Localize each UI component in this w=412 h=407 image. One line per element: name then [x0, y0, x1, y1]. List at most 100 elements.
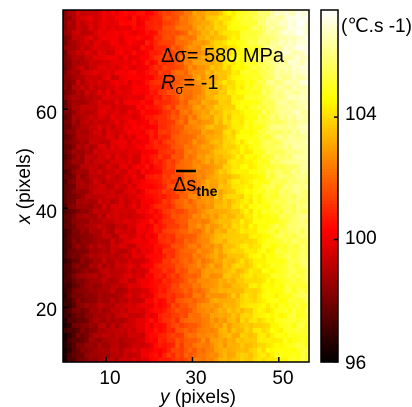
heatmap-cell — [287, 104, 293, 110]
heatmap-cell — [106, 312, 112, 318]
heatmap-cell — [296, 282, 301, 289]
heatmap-cell — [239, 282, 245, 289]
heatmap-cell — [205, 282, 211, 289]
heatmap-cell — [110, 163, 116, 170]
heatmap-cell — [261, 317, 267, 323]
heatmap-cell — [140, 252, 146, 259]
heatmap-cell — [227, 332, 232, 338]
heatmap-cell — [196, 79, 202, 85]
heatmap-cell — [296, 267, 301, 274]
heatmap-cell — [235, 247, 241, 254]
heatmap-cell — [93, 188, 99, 195]
heatmap-cell — [136, 297, 142, 304]
heatmap-cell — [93, 312, 99, 318]
heatmap-cell — [296, 153, 301, 160]
heatmap-cell — [252, 322, 258, 328]
heatmap-cell — [201, 203, 207, 209]
heatmap-cell — [214, 10, 219, 16]
colorbar-step — [321, 194, 338, 199]
heatmap-cell — [88, 114, 94, 120]
heatmap-cell — [252, 257, 258, 264]
heatmap-cell — [179, 352, 185, 358]
heatmap-cell — [179, 34, 185, 41]
colorbar-step — [321, 247, 338, 252]
heatmap-cell — [278, 168, 284, 175]
heatmap-cell — [106, 74, 112, 81]
heatmap-cell — [153, 148, 159, 155]
heatmap-cell — [188, 114, 194, 120]
heatmap-cell — [227, 94, 232, 100]
heatmap-cell — [274, 10, 280, 16]
heatmap-cell — [235, 178, 241, 185]
heatmap-cell — [179, 14, 185, 21]
heatmap-cell — [136, 59, 142, 66]
heatmap-cell — [84, 357, 90, 363]
heatmap-cell — [179, 49, 185, 56]
heatmap-cell — [119, 19, 125, 26]
heatmap-cell — [205, 44, 211, 51]
heatmap-cell — [291, 34, 297, 41]
heatmap-cell — [304, 163, 310, 170]
heatmap-cell — [101, 262, 107, 269]
heatmap-cell — [166, 59, 172, 66]
heatmap-cell — [170, 59, 176, 66]
heatmap-cell — [162, 74, 168, 81]
heatmap-cell — [123, 188, 129, 195]
heatmap-cell — [80, 223, 86, 229]
heatmap-cell — [304, 69, 310, 76]
heatmap-cell — [196, 342, 202, 348]
heatmap-cell — [227, 208, 232, 214]
heatmap-cell — [175, 243, 181, 249]
heatmap-cell — [227, 54, 232, 61]
heatmap-cell — [162, 24, 168, 31]
heatmap-cell — [97, 173, 103, 180]
heatmap-cell — [231, 238, 237, 244]
heatmap-cell — [175, 158, 181, 165]
heatmap-cell — [97, 357, 103, 363]
heatmap-cell — [248, 352, 254, 358]
heatmap-cell — [179, 109, 185, 115]
heatmap-cell — [209, 124, 215, 130]
heatmap-cell — [218, 282, 224, 289]
heatmap-cell — [218, 272, 224, 279]
heatmap-cell — [300, 228, 306, 234]
heatmap-cell — [97, 148, 103, 155]
heatmap-cell — [304, 128, 310, 135]
heatmap-cell — [296, 257, 301, 264]
heatmap-cell — [132, 208, 137, 214]
heatmap-cell — [274, 208, 280, 214]
heatmap-cell — [80, 342, 86, 348]
heatmap-cell — [114, 49, 120, 56]
heatmap-cell — [140, 104, 146, 110]
heatmap-cell — [278, 238, 284, 244]
heatmap-cell — [304, 94, 310, 100]
heatmap-cell — [244, 347, 250, 353]
heatmap-cell — [145, 252, 150, 259]
heatmap-cell — [209, 352, 215, 358]
heatmap-cell — [106, 124, 112, 130]
heatmap-cell — [149, 317, 155, 323]
heatmap-cell — [67, 74, 73, 81]
heatmap-cell — [227, 352, 232, 358]
heatmap-cell — [84, 153, 90, 160]
heatmap-cell — [304, 317, 310, 323]
heatmap-cell — [183, 69, 189, 76]
heatmap-cell — [119, 148, 125, 155]
heatmap-cell — [67, 153, 73, 160]
heatmap-cell — [257, 143, 263, 150]
heatmap-cell — [239, 124, 245, 130]
heatmap-cell — [214, 282, 219, 289]
heatmap-cell — [166, 267, 172, 274]
heatmap-cell — [235, 277, 241, 284]
heatmap-cell — [110, 10, 116, 16]
heatmap-cell — [67, 119, 73, 125]
heatmap-cell — [166, 327, 172, 333]
heatmap-cell — [88, 128, 94, 135]
heatmap-cell — [136, 138, 142, 145]
heatmap-cell — [119, 178, 125, 185]
colorbar-step — [321, 288, 338, 293]
heatmap-cell — [270, 29, 276, 36]
heatmap-cell — [265, 104, 271, 110]
heatmap-cell — [170, 223, 176, 229]
colorbar-step — [321, 320, 338, 325]
